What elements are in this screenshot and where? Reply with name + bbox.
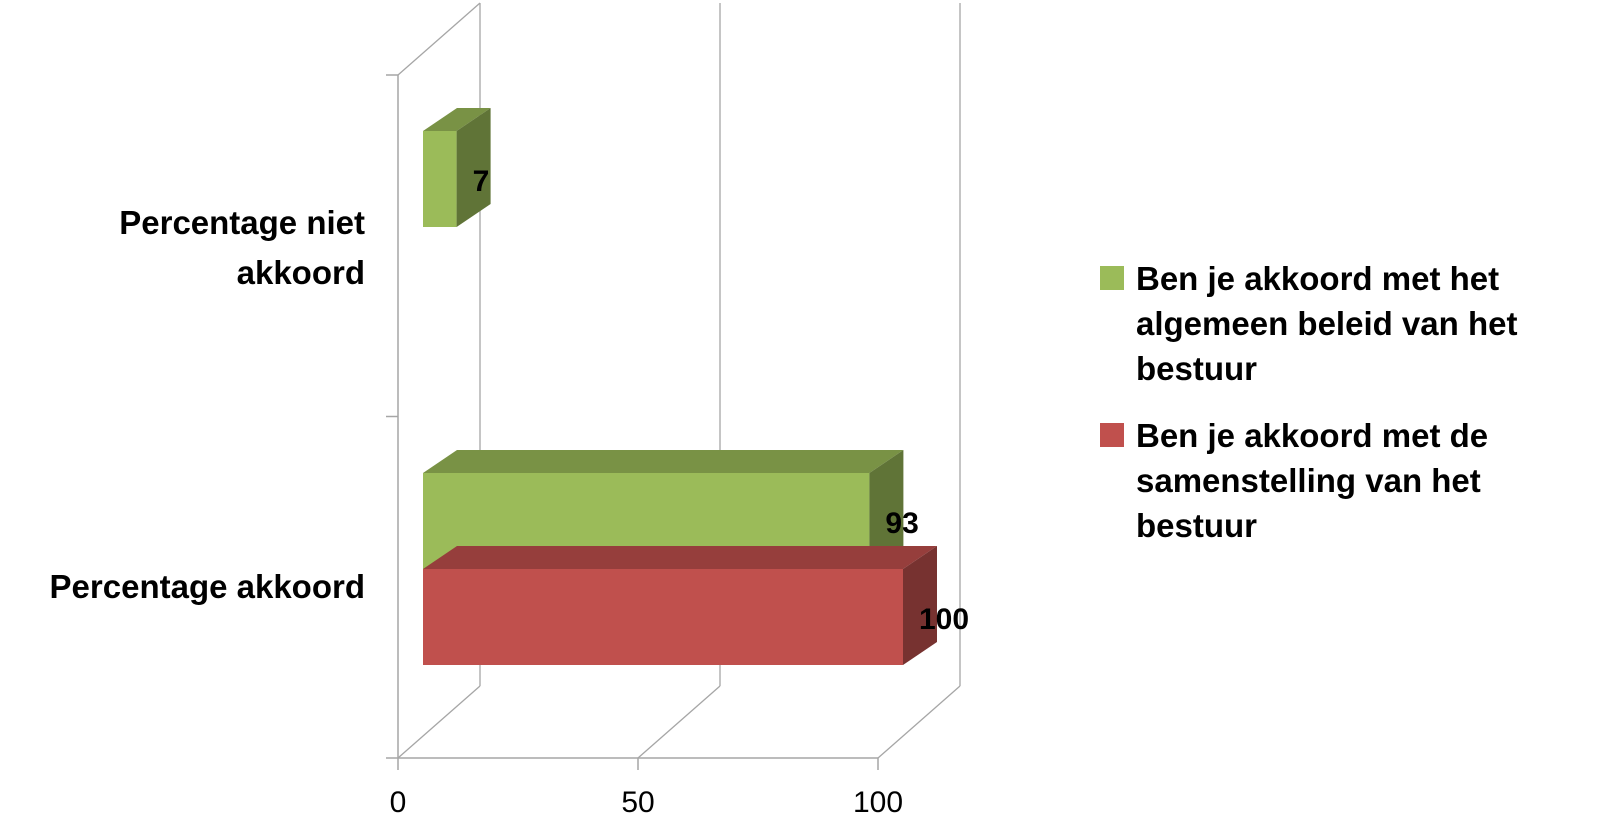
bar-top bbox=[423, 108, 491, 131]
x-tick-label: 0 bbox=[390, 786, 407, 819]
legend-swatch-green bbox=[1100, 266, 1124, 290]
bar-side bbox=[456, 108, 491, 227]
legend-label: Ben je akkoord met de samenstelling van … bbox=[1136, 417, 1489, 544]
legend-item-beleid[interactable]: Ben je akkoord met het algemeen beleid v… bbox=[1100, 256, 1595, 391]
legend: Ben je akkoord met het algemeen beleid v… bbox=[1100, 256, 1595, 570]
data-label: 100 bbox=[919, 603, 969, 636]
bar-front bbox=[423, 569, 903, 665]
bar-side bbox=[869, 450, 904, 569]
category-label-line: akkoord bbox=[236, 254, 365, 291]
x-tick-label: 50 bbox=[621, 786, 654, 819]
category-label-akkoord: Percentage akkoord bbox=[0, 562, 365, 612]
gridline-floor bbox=[397, 685, 481, 759]
data-label: 93 bbox=[885, 507, 918, 540]
x-tick-label: 100 bbox=[853, 786, 903, 819]
bar-top bbox=[423, 546, 937, 569]
legend-label: Ben je akkoord met het algemeen beleid v… bbox=[1136, 260, 1518, 387]
category-label-line: Percentage akkoord bbox=[49, 568, 365, 605]
wall-top-edge bbox=[397, 2, 481, 76]
data-label: 7 bbox=[473, 165, 490, 198]
bar-side bbox=[903, 546, 937, 665]
gridline-floor bbox=[637, 685, 721, 759]
legend-item-samenstelling[interactable]: Ben je akkoord met de samenstelling van … bbox=[1100, 413, 1595, 548]
gridline-floor bbox=[877, 685, 961, 759]
bar-front bbox=[423, 131, 457, 227]
bar-top bbox=[423, 450, 904, 473]
legend-swatch-red bbox=[1100, 423, 1124, 447]
category-label-line: Percentage niet bbox=[119, 204, 365, 241]
category-label-niet-akkoord: Percentage niet akkoord bbox=[40, 198, 365, 298]
